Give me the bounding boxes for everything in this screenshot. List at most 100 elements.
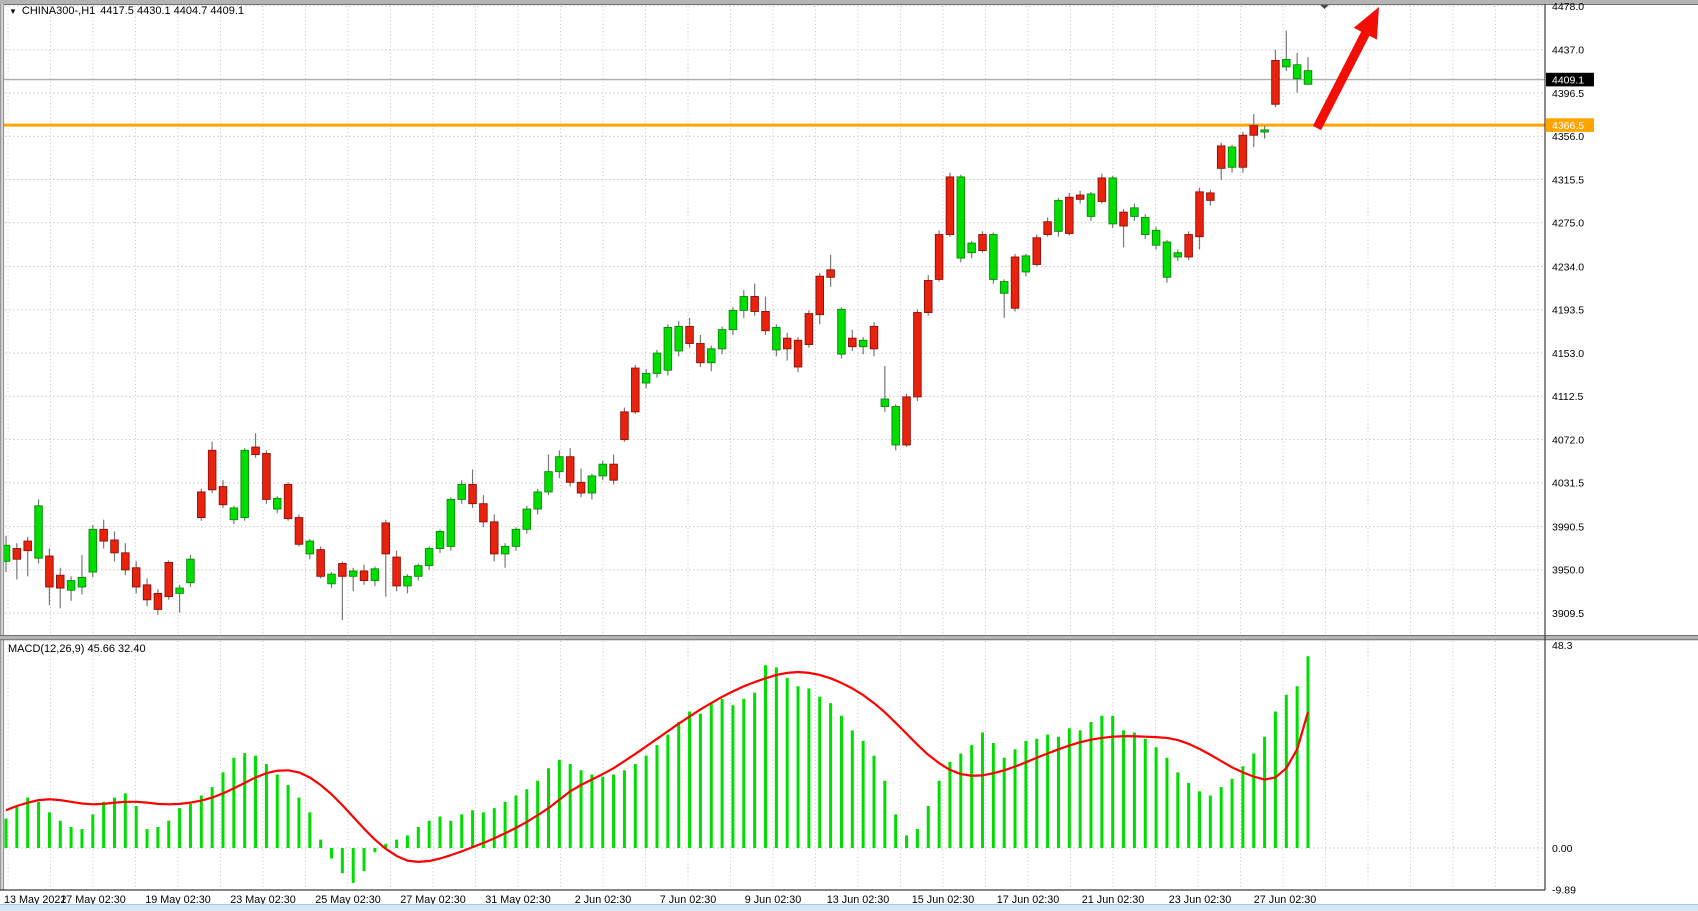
candle-bearish (131, 567, 141, 588)
candle-bearish (197, 491, 206, 519)
candle-bearish (924, 280, 933, 313)
time-axis-label: 27 Jun 02:30 (1254, 894, 1316, 906)
time-axis-label: 23 Jun 02:30 (1169, 894, 1231, 906)
candle-bearish (1032, 237, 1041, 265)
candle-bearish (934, 234, 944, 280)
price-axis-label: 4031.5 (1552, 478, 1584, 490)
candle-bullish (34, 505, 43, 559)
candle-bearish (294, 517, 304, 545)
candle-bullish (1140, 217, 1150, 236)
candle-bullish (348, 570, 358, 577)
time-axis-label: 2 Jun 02:30 (575, 894, 631, 906)
candle-bullish (229, 507, 239, 521)
candle-bullish (533, 491, 542, 510)
candle-bearish (45, 555, 54, 588)
candle-bearish (620, 411, 629, 441)
candle-bearish (164, 561, 173, 598)
candle-bullish (1054, 199, 1063, 232)
candle-bullish (891, 406, 900, 446)
candle-bearish (23, 540, 32, 552)
time-axis-label: 23 May 02:30 (230, 894, 295, 906)
time-axis-label: 25 May 02:30 (315, 894, 380, 906)
price-axis-label: 3909.5 (1552, 608, 1584, 620)
candle-bullish (414, 565, 423, 577)
time-axis-label: 7 Jun 02:30 (660, 894, 716, 906)
candle-bearish (490, 521, 499, 555)
candle-bearish (1097, 177, 1107, 202)
candle-bearish (761, 310, 770, 332)
candle-bullish (598, 463, 608, 477)
price-axis-label: 4234.0 (1552, 261, 1584, 273)
price-axis-label: 4153.0 (1552, 348, 1584, 360)
candle-bearish (121, 552, 130, 571)
candle-bearish (1206, 192, 1215, 201)
trend-arrow[interactable] (1312, 7, 1379, 131)
macd-indicator-label: MACD(12,26,9) 45.66 32.40 (8, 643, 146, 655)
candle-bearish (913, 312, 922, 398)
window-left-edge (0, 4, 4, 890)
candle-bearish (381, 522, 391, 555)
price-axis-label: 4396.5 (1552, 88, 1584, 100)
time-axis-label: 31 May 02:30 (485, 894, 550, 906)
candle-bearish (283, 484, 293, 520)
candle-bearish (218, 486, 228, 506)
candle-bullish (555, 456, 564, 473)
candle-bearish (359, 570, 369, 582)
candle-bullish (1130, 207, 1139, 217)
candle-bearish (1271, 60, 1280, 105)
candle-bullish (435, 531, 445, 549)
candle-bearish (1119, 211, 1128, 227)
window-top-edge (0, 0, 1698, 4)
candle-bullish (858, 339, 868, 348)
candle-bearish (696, 343, 705, 364)
support-line-label: 4366.5 (1552, 120, 1584, 132)
candle-bullish (240, 449, 249, 519)
candle-bullish (989, 234, 998, 280)
time-axis-label: 17 Jun 02:30 (997, 894, 1059, 906)
candle-bullish (1108, 177, 1117, 225)
candle-bullish (305, 540, 315, 555)
pane-divider[interactable] (0, 636, 1698, 640)
price-axis-label: 4275.0 (1552, 218, 1584, 230)
candle-bearish (1043, 221, 1052, 236)
time-axis-label: 17 May 02:30 (60, 894, 125, 906)
candle-bearish (153, 592, 163, 610)
candle-bullish (674, 325, 683, 352)
candle-bearish (685, 325, 694, 344)
time-axis-label: 13 May 2022 (4, 894, 66, 906)
candle-bullish (511, 528, 521, 547)
candle-bearish (251, 446, 260, 456)
price-axis-label: 4356.0 (1552, 131, 1584, 143)
window-bottom-edge (0, 904, 1698, 911)
candle-bearish (793, 339, 803, 368)
candle-bearish (1249, 125, 1258, 136)
price-axis-label: 4193.5 (1552, 305, 1584, 317)
price-axis-label: 4112.5 (1552, 391, 1583, 403)
support-line-label-box (1546, 118, 1594, 132)
time-axis-label: 21 Jun 02:30 (1082, 894, 1144, 906)
candle-bearish (1195, 191, 1204, 238)
candle-bullish (370, 568, 380, 582)
candle-bearish (99, 528, 108, 542)
candle-bullish (403, 575, 412, 587)
candle-bearish (338, 563, 347, 577)
bid-price-label: 4409.1 (1552, 74, 1584, 86)
macd-axis-label: -9.89 (1552, 884, 1576, 896)
candle-bullish (273, 497, 282, 510)
price-axis-label: 4478.0 (1552, 1, 1584, 13)
bid-price-label-box (1546, 72, 1594, 87)
price-axis-label: 3950.0 (1552, 565, 1584, 577)
time-axis-label: 15 Jun 02:30 (912, 894, 974, 906)
candle-bearish (826, 269, 835, 278)
price-axis-label: 4072.0 (1552, 434, 1584, 446)
candle-bullish (186, 558, 195, 584)
candle-bullish (1021, 255, 1031, 273)
candle-bearish (1238, 134, 1248, 168)
time-axis-label: 19 May 02:30 (145, 894, 210, 906)
candle-bullish (327, 573, 336, 585)
candle-bullish (1303, 70, 1313, 85)
symbol-collapse-icon[interactable]: ▼ (9, 6, 17, 16)
candle-bullish (522, 508, 532, 530)
candle-bearish (1065, 196, 1074, 234)
